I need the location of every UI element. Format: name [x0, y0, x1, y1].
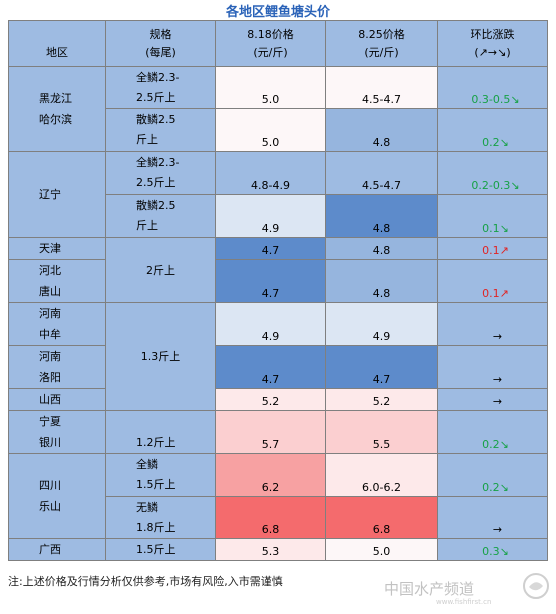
- spec-cell: 散鳞2.5 斤上: [105, 108, 216, 152]
- change-cell: 0.1↗: [437, 237, 548, 260]
- region-cell: 山西: [8, 388, 106, 411]
- region-cell: 辽宁: [8, 151, 106, 238]
- change-cell: 0.2↘: [437, 410, 548, 454]
- spec-cell: 散鳞2.5 斤上: [105, 194, 216, 238]
- spec-cell: 全鳞 1.5斤上: [105, 453, 216, 497]
- price-825-cell: 4.8: [325, 259, 438, 303]
- price-818-cell: 5.0: [215, 66, 326, 109]
- spec-cell: 全鳞2.3- 2.5斤上: [105, 151, 216, 195]
- watermark-text: 中国水产频道: [384, 580, 475, 598]
- table-row: 散鳞2.5 斤上 5.0 4.8 0.2↘: [9, 108, 548, 152]
- price-818-cell: 5.7: [215, 410, 326, 454]
- table-row: 河南 中牟 1.3斤上 4.9 4.9 →: [8, 302, 548, 411]
- change-cell: →: [437, 302, 548, 346]
- change-cell: →: [437, 345, 548, 389]
- price-818-cell: 4.7: [215, 259, 326, 303]
- price-818-cell: 6.8: [215, 496, 326, 539]
- price-818-cell: 4.7: [215, 345, 326, 389]
- spec-cell: 全鳞2.3- 2.5斤上: [105, 66, 216, 109]
- footnote: 注:上述价格及行情分析仅供参考,市场有风险,入市需谨慎: [8, 575, 283, 588]
- region-cell: 河南 洛阳: [8, 345, 106, 389]
- change-cell: 0.2-0.3↘: [437, 151, 548, 195]
- header-spec: 规格 (每尾): [105, 20, 216, 67]
- change-cell: →: [437, 388, 548, 411]
- table-row: 无鳞 1.8斤上 6.8 6.8 →: [9, 496, 548, 539]
- price-825-cell: 4.7: [325, 345, 438, 389]
- change-cell: 0.1↗: [437, 259, 548, 303]
- spec-cell: 1.5斤上: [105, 538, 216, 561]
- price-table: 地区 规格 (每尾) 8.18价格 (元/斤) 8.25价格 (元/斤) 环比涨跌 (↗…: [8, 20, 548, 561]
- change-cell: 0.3↘: [437, 538, 548, 561]
- table-row: 河北 唐山 4.7 4.8 0.1↗: [8, 259, 548, 303]
- price-825-cell: 6.0-6.2: [325, 453, 438, 497]
- header-region: 地区: [8, 20, 106, 67]
- change-cell: →: [437, 496, 548, 539]
- region-cell: 河南 中牟: [8, 302, 106, 346]
- header-price-825: 8.25价格 (元/斤): [325, 20, 438, 67]
- price-825-cell: 5.5: [325, 410, 438, 454]
- price-825-cell: 4.8: [325, 237, 438, 260]
- table-row: 散鳞2.5 斤上 4.9 4.8 0.1↘: [9, 194, 548, 238]
- price-825-cell: 5.2: [325, 388, 438, 411]
- price-825-cell: 5.0: [325, 538, 438, 561]
- price-825-cell: 4.8: [325, 194, 438, 238]
- region-cell: 宁夏 银川: [8, 410, 106, 454]
- spec-cell: 1.3斤上: [105, 302, 216, 411]
- price-825-cell: 4.8: [325, 108, 438, 152]
- table-row: 山西 5.2 5.2 →: [8, 388, 548, 411]
- table-row: 河南 洛阳 4.7 4.7 →: [8, 345, 548, 389]
- table-row: 广西 1.5斤上 5.3 5.0 0.3↘: [8, 538, 548, 561]
- spec-cell: 1.2斤上: [105, 410, 216, 454]
- table-row: 四川 乐山 全鳞 1.5斤上 6.2 6.0-6.2 0.2↘: [8, 453, 548, 539]
- header-row: 地区 规格 (每尾) 8.18价格 (元/斤) 8.25价格 (元/斤) 环比涨跌 (↗…: [8, 20, 548, 67]
- price-825-cell: 4.5-4.7: [325, 66, 438, 109]
- price-825-cell: 4.9: [325, 302, 438, 346]
- change-cell: 0.2↘: [437, 453, 548, 497]
- change-cell: 0.1↘: [437, 194, 548, 238]
- spec-cell: 2斤上: [105, 237, 216, 303]
- header-change: 环比涨跌 (↗→↘): [437, 20, 548, 67]
- table-row: 黑龙江 哈尔滨 全鳞2.3- 2.5斤上 5.0 4.5-4.7 0.3-0.5↘: [8, 66, 548, 152]
- region-cell: 四川 乐山: [8, 453, 106, 539]
- region-cell: 河北 唐山: [8, 259, 106, 303]
- fish-logo-icon: [523, 573, 549, 599]
- table-row: 辽宁 全鳞2.3- 2.5斤上 4.8-4.9 4.5-4.7 0.2-0.3↘: [8, 151, 548, 238]
- spec-cell: 无鳞 1.8斤上: [105, 496, 216, 539]
- price-825-cell: 6.8: [325, 496, 438, 539]
- header-price-818: 8.18价格 (元/斤): [215, 20, 326, 67]
- change-cell: 0.3-0.5↘: [437, 66, 548, 109]
- change-cell: 0.2↘: [437, 108, 548, 152]
- region-cell: 广西: [8, 538, 106, 561]
- price-818-cell: 4.9: [215, 302, 326, 346]
- price-818-cell: 4.8-4.9: [215, 151, 326, 195]
- table-title: 各地区鲤鱼塘头价: [225, 5, 330, 20]
- price-825-cell: 4.5-4.7: [325, 151, 438, 195]
- price-818-cell: 5.2: [215, 388, 326, 411]
- watermark-url: www.fishfirst.cn: [436, 598, 492, 606]
- price-818-cell: 4.7: [215, 237, 326, 260]
- price-818-cell: 4.9: [215, 194, 326, 238]
- table-row: 天津 2斤上 4.7 4.8 0.1↗: [8, 237, 548, 303]
- region-cell: 天津: [8, 237, 106, 260]
- table-row: 宁夏 银川 1.2斤上 5.7 5.5 0.2↘: [8, 410, 548, 454]
- price-818-cell: 5.3: [215, 538, 326, 561]
- price-818-cell: 6.2: [215, 453, 326, 497]
- price-818-cell: 5.0: [215, 108, 326, 152]
- region-cell: 黑龙江 哈尔滨: [8, 66, 106, 152]
